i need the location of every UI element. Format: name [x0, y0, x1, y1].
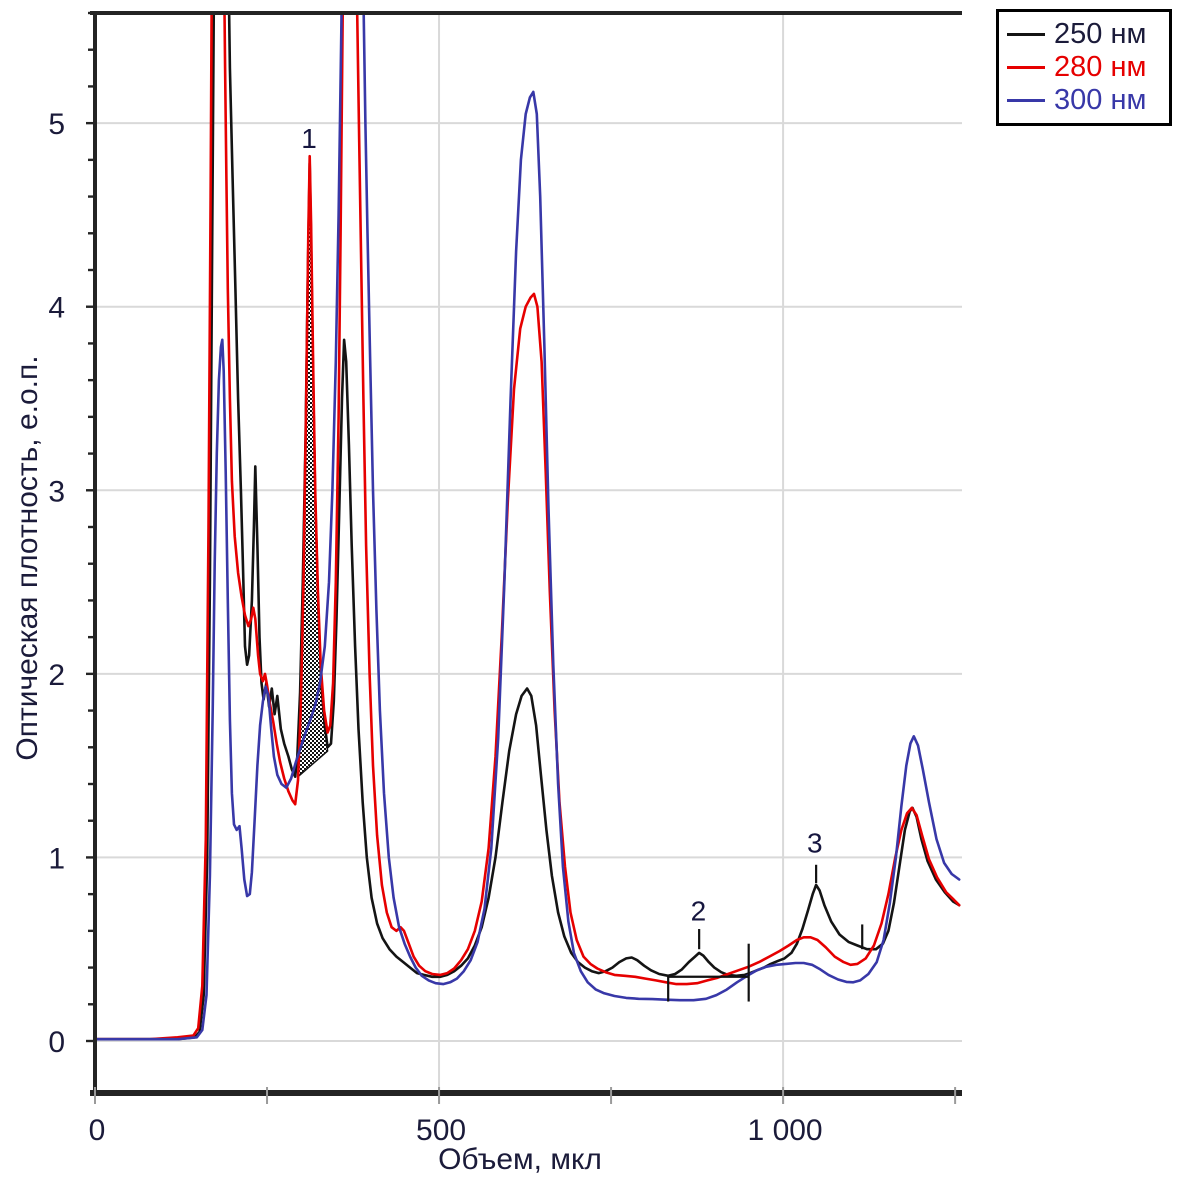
peak-label-3: 3	[807, 828, 823, 859]
peak-label-2: 2	[691, 896, 707, 927]
y-tick-label: 2	[48, 659, 65, 692]
legend: 250 нм 280 нм 300 нм	[996, 9, 1172, 126]
x-tick-label: 0	[89, 1114, 106, 1147]
legend-label: 280 нм	[1054, 51, 1147, 83]
y-axis-title: Оптическая плотность, е.о.п.	[11, 355, 44, 761]
legend-line-swatch	[1007, 33, 1045, 36]
legend-label: 250 нм	[1054, 18, 1147, 50]
x-tick-label: 500	[416, 1114, 466, 1147]
integration-markers	[667, 864, 864, 1002]
tick-labels: 0 1 2 3 4 5 0 500 1 000	[48, 108, 822, 1147]
series-280nm-line	[95, 15, 961, 1041]
series-lines	[95, 15, 961, 1041]
legend-label: 300 нм	[1054, 84, 1147, 116]
legend-entry-250-нм: 250 нм	[1007, 18, 1165, 51]
legend-entry-280-нм: 280 нм	[1007, 51, 1165, 84]
x-axis-title: Объем, мкл	[438, 1143, 602, 1176]
peak-label-1: 1	[301, 123, 317, 154]
x-tick-label: 1 000	[748, 1114, 823, 1147]
y-tick-label: 3	[48, 475, 65, 508]
gridlines	[88, 15, 962, 1104]
axes	[90, 11, 962, 1096]
legend-entry-300-нм: 300 нм	[1007, 84, 1165, 117]
y-tick-label: 5	[48, 108, 65, 141]
axis-ticks	[86, 11, 957, 1104]
legend-line-swatch	[1007, 99, 1045, 102]
y-tick-label: 0	[48, 1026, 65, 1059]
series-300nm-line	[95, 15, 961, 1041]
series-250nm-line	[95, 15, 961, 1041]
y-tick-label: 4	[48, 292, 65, 325]
legend-line-swatch	[1007, 66, 1045, 69]
peak-labels: 1 2 3	[301, 123, 822, 927]
y-tick-label: 1	[48, 842, 65, 875]
